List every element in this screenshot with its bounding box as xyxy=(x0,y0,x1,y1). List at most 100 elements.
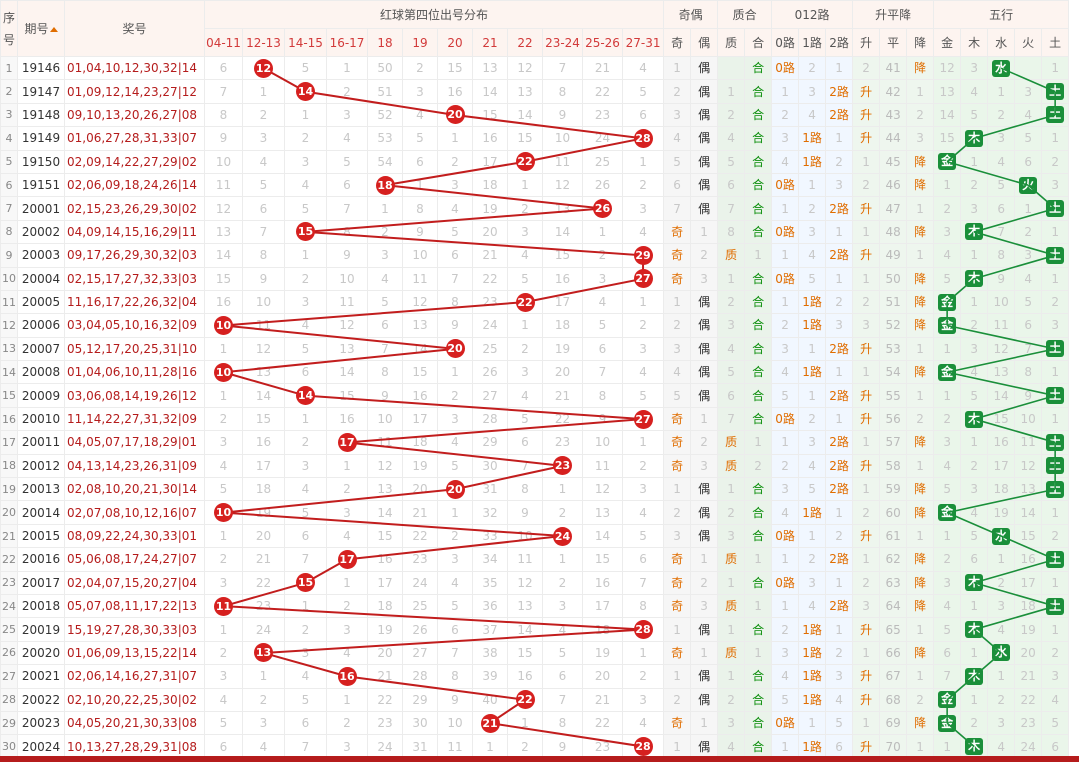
spj-cell: 67 xyxy=(879,664,908,689)
issue-cell: 20023 xyxy=(17,710,65,736)
seq-cell: 18 xyxy=(0,453,18,479)
issue-cell: 20006 xyxy=(17,313,65,338)
spj-cell: 3 xyxy=(906,126,935,151)
dist-cell: 53 xyxy=(367,126,403,151)
dist-cell: 15 xyxy=(437,55,473,81)
jiou-cell: 4 xyxy=(663,126,692,151)
red-ball: 10 xyxy=(214,362,233,382)
wx-badge: 木 xyxy=(965,738,984,756)
dist-cell: 3 xyxy=(204,664,243,689)
dist-cell: 9 xyxy=(402,219,438,245)
dist-cell: 2 xyxy=(542,500,583,525)
wx-cell: 15 xyxy=(1014,523,1043,549)
dist-cell: 3 xyxy=(326,102,368,128)
table-row: 6 19151 02,06,09,18,24,26|14 11 5 4 6 1 3 18 1 12 26… xyxy=(0,172,1070,198)
lu-cell: 1 xyxy=(771,79,800,104)
wx-cell: 水 xyxy=(987,55,1016,81)
spj-cell: 1 xyxy=(852,640,881,666)
issue-cell: 20010 xyxy=(17,406,65,432)
spj-cell: 升 xyxy=(852,196,881,221)
dist-cell: 25 xyxy=(402,593,438,619)
spj-cell: 42 xyxy=(879,79,908,104)
dist-cell: 20 xyxy=(367,640,403,666)
dist-cell: 4 xyxy=(326,523,368,549)
wx-badge: 木 xyxy=(965,129,984,147)
lu-cell: 4 xyxy=(771,149,800,174)
issue-header[interactable]: 期号 xyxy=(17,0,65,57)
dist-cell: 9 xyxy=(542,102,583,128)
dist-cell: 21 xyxy=(242,547,285,572)
lu-cell: 0路 xyxy=(771,570,800,595)
dist-cell: 25 xyxy=(582,149,623,174)
jiou-cell: 奇 xyxy=(663,640,692,666)
spj-cell: 升 xyxy=(852,453,881,479)
spj-cell: 升 xyxy=(852,126,881,151)
seq-cell: 30 xyxy=(0,734,18,759)
dist-cell: 2 xyxy=(242,102,285,128)
dist-cell: 16 xyxy=(242,430,285,455)
wx-cell: 16 xyxy=(987,430,1016,455)
lu-cell: 3 xyxy=(771,640,800,666)
prize-cell: 05,07,08,11,17,22|13 xyxy=(64,593,205,619)
dist-cell: 5 xyxy=(437,219,473,245)
table-row: 2 19147 01,09,12,14,23,27|12 7 1 2 51 3 16 14 13 8 2… xyxy=(0,79,1070,104)
wx-cell: 5 xyxy=(960,383,989,408)
dist-cell: 31 xyxy=(472,477,508,502)
wx-cell: 21 xyxy=(1014,664,1043,689)
dist-cell: 7 xyxy=(242,219,285,245)
dist-cell: 6 xyxy=(621,102,665,128)
spj-cell: 升 xyxy=(852,243,881,268)
spj-cell: 1 xyxy=(906,617,935,642)
wx-badge: 木 xyxy=(965,574,984,592)
wx-cell: 木 xyxy=(960,734,989,759)
red-ball: 28 xyxy=(633,620,653,640)
wx-badge: 金 xyxy=(938,153,957,171)
lu-cell: 1 xyxy=(798,383,827,408)
wx-cell: 5 xyxy=(1041,710,1070,736)
seq-cell: 21 xyxy=(0,523,18,549)
red-ball: 14 xyxy=(296,82,315,102)
dist-cell: 6 xyxy=(507,430,543,455)
dist-cell: 23 xyxy=(542,430,583,455)
spj-cell: 56 xyxy=(879,406,908,432)
red-range-header-9: 23-24 xyxy=(542,28,583,57)
dist-cell: 1 xyxy=(437,126,473,151)
wx-badge: 金 xyxy=(938,363,957,381)
zhihe-cell: 合 xyxy=(744,617,773,642)
dist-cell: 7 xyxy=(326,196,368,221)
jiou-col-header-0: 奇 xyxy=(663,28,692,57)
zhihe-cell: 质 xyxy=(717,430,746,455)
seq-cell: 19 xyxy=(0,477,18,502)
lu-cell: 1路 xyxy=(798,289,827,315)
spj-cell: 60 xyxy=(879,500,908,525)
dist-cell: 3 xyxy=(621,477,665,502)
red-range-header-8: 22 xyxy=(507,28,543,57)
lu-cell: 2 xyxy=(825,523,854,549)
wx-cell: 4 xyxy=(960,79,989,104)
dist-cell: 2 xyxy=(507,196,543,221)
zhihe-cell: 3 xyxy=(717,710,746,736)
dist-cell: 15 xyxy=(507,126,543,151)
dist-cell: 18 xyxy=(542,313,583,338)
dist-cell: 1 xyxy=(242,664,285,689)
spj-cell: 升 xyxy=(852,406,881,432)
wx-cell: 11 xyxy=(1014,430,1043,455)
spj-cell: 升 xyxy=(852,617,881,642)
jiou-cell: 1 xyxy=(663,664,692,689)
zhihe-cell: 1 xyxy=(744,547,773,572)
sort-icon[interactable] xyxy=(49,27,58,32)
red-ball: 27 xyxy=(633,269,653,289)
dist-cell: 2 xyxy=(437,383,473,408)
dist-cell: 13 xyxy=(542,196,583,221)
dist-cell: 13 xyxy=(507,79,543,104)
lu-cell: 2 xyxy=(825,640,854,666)
spj-cell: 69 xyxy=(879,710,908,736)
wx-badge: 木 xyxy=(965,410,984,428)
spj-cell: 2 xyxy=(852,570,881,595)
dist-cell: 2 xyxy=(507,734,543,759)
lu-cell: 0路 xyxy=(771,219,800,245)
wx-cell: 土 xyxy=(1041,79,1070,104)
dist-cell: 14 xyxy=(402,336,438,362)
seq-cell: 4 xyxy=(0,126,18,151)
issue-cell: 20024 xyxy=(17,734,65,759)
